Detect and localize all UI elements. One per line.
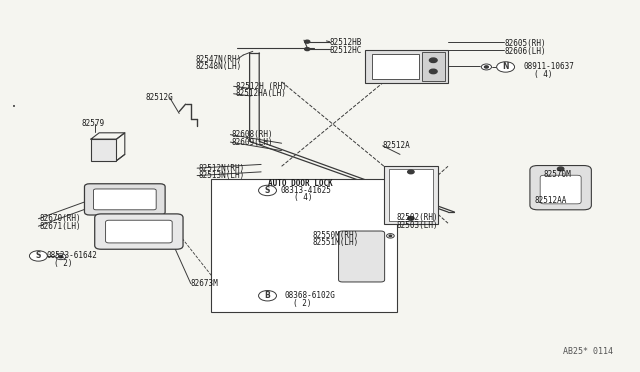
Text: 82503(LH): 82503(LH) bbox=[397, 221, 438, 230]
Text: 82512HB: 82512HB bbox=[330, 38, 362, 47]
Text: ( 4): ( 4) bbox=[534, 70, 553, 79]
Bar bbox=[384, 166, 438, 224]
Circle shape bbox=[305, 40, 310, 43]
Text: 82512G: 82512G bbox=[146, 93, 173, 102]
Circle shape bbox=[408, 170, 414, 174]
Circle shape bbox=[259, 291, 276, 301]
Text: 82609(LH): 82609(LH) bbox=[232, 138, 273, 147]
Circle shape bbox=[59, 256, 63, 258]
Text: 82579: 82579 bbox=[82, 119, 105, 128]
Text: ( 4): ( 4) bbox=[294, 193, 313, 202]
Text: 82671(LH): 82671(LH) bbox=[40, 222, 81, 231]
Text: AUTO DOOR LOCK: AUTO DOOR LOCK bbox=[268, 179, 332, 187]
Circle shape bbox=[429, 69, 437, 74]
Text: 82570M: 82570M bbox=[544, 170, 572, 179]
Text: 08368-6102G: 08368-6102G bbox=[285, 291, 335, 300]
FancyBboxPatch shape bbox=[95, 214, 183, 249]
Text: •: • bbox=[12, 104, 15, 110]
Text: 08911-10637: 08911-10637 bbox=[524, 62, 574, 71]
Text: 82512A: 82512A bbox=[383, 141, 410, 150]
Bar bbox=[211, 179, 397, 312]
Bar bbox=[389, 169, 433, 221]
Circle shape bbox=[484, 66, 488, 68]
Circle shape bbox=[259, 185, 276, 196]
Text: 82502(RH): 82502(RH) bbox=[397, 213, 438, 222]
Bar bbox=[365, 50, 448, 83]
FancyBboxPatch shape bbox=[106, 220, 172, 243]
Text: 82606(LH): 82606(LH) bbox=[504, 47, 546, 56]
Circle shape bbox=[29, 251, 47, 261]
Bar bbox=[422, 52, 445, 81]
Circle shape bbox=[387, 234, 394, 238]
Bar bbox=[91, 139, 116, 161]
Text: N: N bbox=[502, 62, 509, 71]
Text: 82512HA(LH): 82512HA(LH) bbox=[236, 89, 286, 98]
Circle shape bbox=[481, 64, 492, 70]
Text: 82550M(RH): 82550M(RH) bbox=[312, 231, 358, 240]
Circle shape bbox=[497, 62, 515, 72]
Circle shape bbox=[387, 234, 394, 238]
Text: S: S bbox=[265, 186, 270, 195]
Circle shape bbox=[389, 235, 392, 237]
Circle shape bbox=[56, 254, 66, 260]
Text: 82605(RH): 82605(RH) bbox=[504, 39, 546, 48]
Text: S: S bbox=[36, 251, 41, 260]
Circle shape bbox=[305, 48, 310, 51]
FancyBboxPatch shape bbox=[93, 189, 156, 210]
Text: ( 2): ( 2) bbox=[54, 259, 73, 268]
Text: 82608(RH): 82608(RH) bbox=[232, 130, 273, 139]
Text: 82548N(LH): 82548N(LH) bbox=[195, 62, 241, 71]
Text: 82670(RH): 82670(RH) bbox=[40, 214, 81, 223]
Text: 82513N(LH): 82513N(LH) bbox=[198, 171, 244, 180]
Circle shape bbox=[557, 167, 564, 171]
Circle shape bbox=[56, 254, 66, 260]
Text: 82512AA: 82512AA bbox=[534, 196, 567, 205]
Text: 08523-61642: 08523-61642 bbox=[46, 251, 97, 260]
Text: B: B bbox=[265, 291, 270, 300]
FancyBboxPatch shape bbox=[540, 175, 581, 204]
FancyBboxPatch shape bbox=[530, 166, 591, 210]
Circle shape bbox=[408, 217, 414, 220]
Text: 82547N(RH): 82547N(RH) bbox=[195, 55, 241, 64]
Text: 82512HC: 82512HC bbox=[330, 46, 362, 55]
Text: AB25* 0114: AB25* 0114 bbox=[563, 347, 613, 356]
Circle shape bbox=[429, 58, 437, 62]
Text: 08313-41625: 08313-41625 bbox=[280, 186, 331, 195]
Text: 82551M(LH): 82551M(LH) bbox=[312, 238, 358, 247]
Text: 82512H (RH): 82512H (RH) bbox=[236, 82, 286, 91]
Circle shape bbox=[481, 64, 492, 70]
Text: 82512N(RH): 82512N(RH) bbox=[198, 164, 244, 173]
Text: ( 2): ( 2) bbox=[293, 299, 312, 308]
Bar bbox=[372, 54, 419, 79]
FancyBboxPatch shape bbox=[339, 231, 385, 282]
Text: 82673M: 82673M bbox=[191, 279, 218, 288]
FancyBboxPatch shape bbox=[84, 184, 165, 215]
